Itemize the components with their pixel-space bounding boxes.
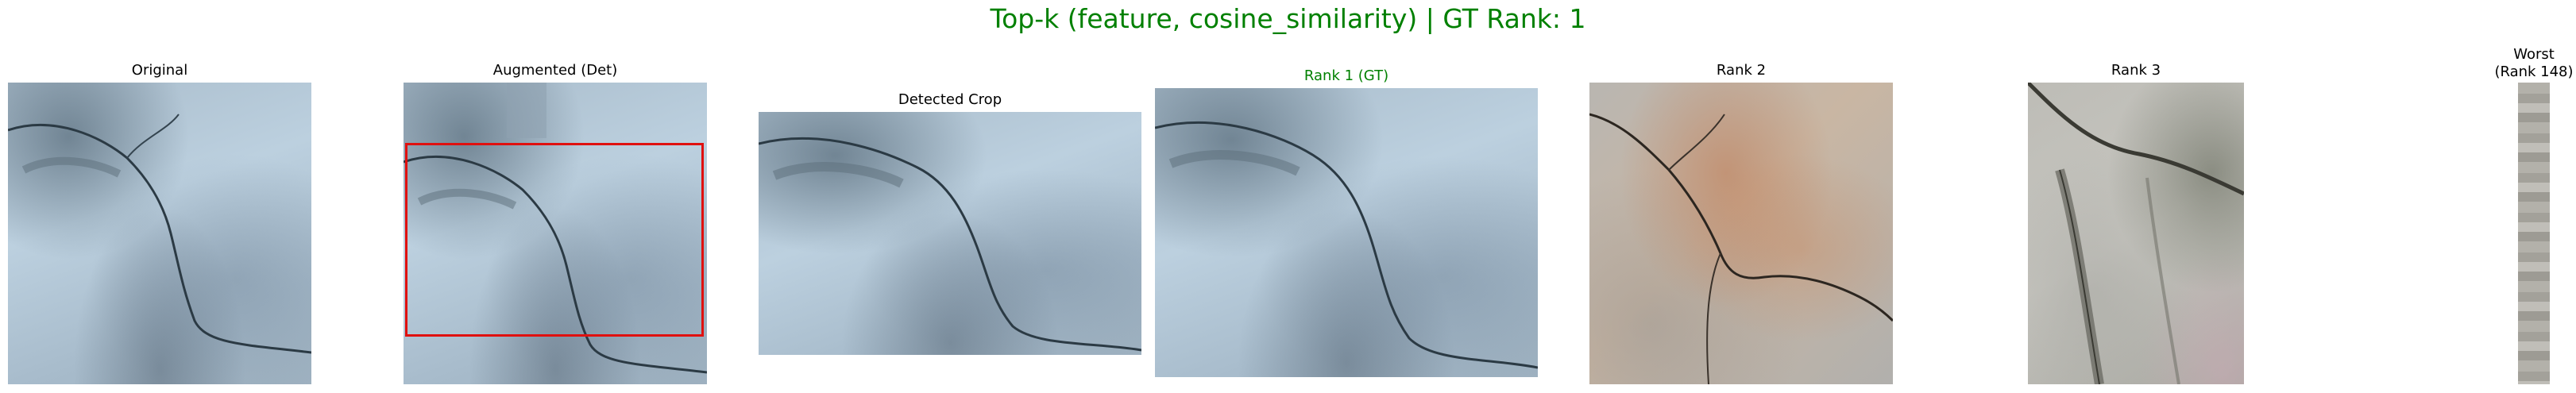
figure-title: Top-k (feature, cosine_similarity) | GT … bbox=[990, 3, 1586, 34]
crack-pattern bbox=[8, 114, 311, 354]
crack-pattern bbox=[759, 137, 1141, 352]
rank3-image bbox=[2028, 83, 2244, 384]
original-image bbox=[8, 83, 311, 384]
panel-title-rank1: Rank 1 (GT) bbox=[1303, 67, 1389, 84]
panel-title-detected-crop: Detected Crop bbox=[898, 91, 1002, 108]
detected-crop-image bbox=[759, 112, 1141, 355]
panel-title-rank3: Rank 3 bbox=[2111, 62, 2161, 79]
crack-pattern bbox=[1589, 113, 1893, 384]
panel-title-rank2: Rank 2 bbox=[1716, 62, 1767, 79]
panel-title-augmented: Augmented (Det) bbox=[492, 62, 618, 79]
worst-image bbox=[2518, 83, 2550, 384]
crack-pattern bbox=[404, 83, 707, 374]
panel-title-original: Original bbox=[131, 62, 188, 79]
rank1-image bbox=[1155, 88, 1538, 377]
augmented-image bbox=[404, 83, 707, 384]
rank2-image bbox=[1589, 83, 1893, 384]
detection-box bbox=[405, 143, 704, 337]
panel-title-worst-line1: Worst bbox=[2513, 46, 2555, 63]
crack-pattern bbox=[1155, 121, 1538, 369]
panel-title-worst-line2: (Rank 148) bbox=[2494, 64, 2574, 80]
crack-pattern bbox=[2028, 83, 2244, 384]
